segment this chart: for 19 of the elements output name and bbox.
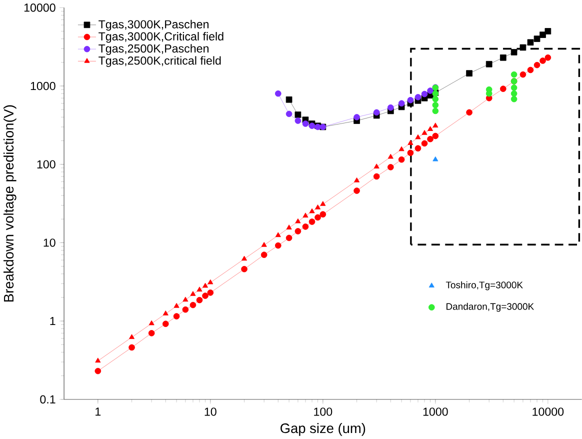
legend-label: Tgas,2500K,critical field	[98, 56, 221, 67]
y-tick-label: 1000	[30, 82, 56, 90]
legend-label: Toshiro,Tg=3000K	[446, 281, 523, 290]
y-tick-label: 0.1	[40, 395, 56, 404]
legend-label: Tgas,3000K,Critical field	[98, 32, 224, 43]
x-tick-label: 1000	[423, 407, 448, 416]
y-tick-label: 10000	[24, 3, 56, 12]
y-tick-label: 10	[44, 238, 56, 247]
y-tick-label: 100	[37, 160, 56, 168]
x-tick-label: 1	[96, 407, 101, 416]
y-axis-title: Breakdown voltage prediction(V)	[4, 105, 16, 302]
x-axis-title: Gap size (um)	[280, 422, 366, 436]
x-tick-label: 10	[204, 407, 216, 416]
legend-label: Tgas,2500K,Paschen	[98, 44, 208, 55]
legend-label: Dandaron,Tg=3000K	[446, 302, 534, 312]
y-tick-label: 1	[50, 316, 56, 325]
legend-label: Tgas,3000K,Paschen	[98, 20, 208, 31]
x-tick-label: 100	[314, 407, 332, 416]
x-tick-label: 10000	[532, 407, 564, 416]
